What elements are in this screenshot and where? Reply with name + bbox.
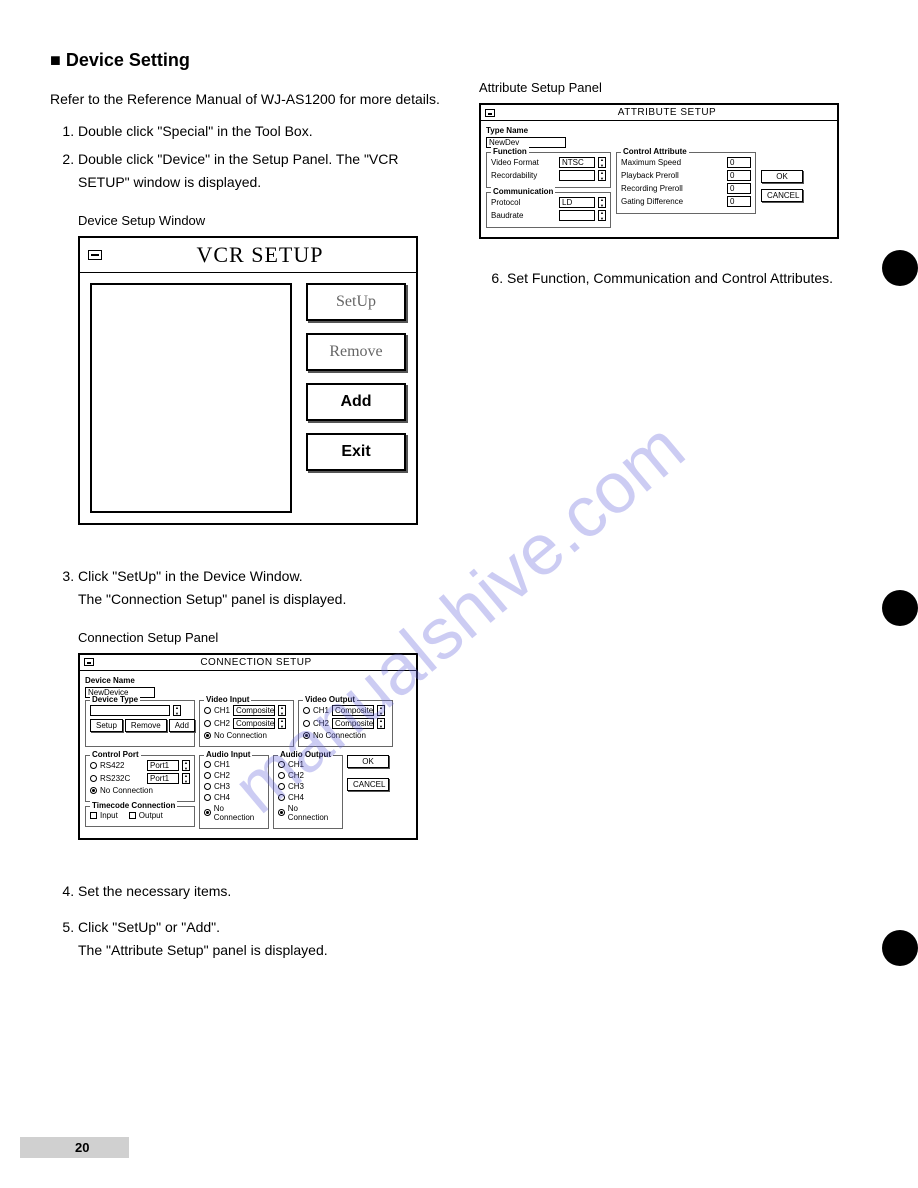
radio-icon[interactable] — [303, 707, 310, 714]
spinner-icon[interactable] — [377, 705, 385, 716]
steps-list-4: Set the necessary items. — [50, 880, 449, 902]
radio-icon[interactable] — [278, 783, 285, 790]
audio-input-group: Audio Input CH1 CH2 CH3 CH4 No Connectio… — [199, 755, 269, 829]
radio-icon[interactable] — [90, 762, 97, 769]
vcr-setup-window: VCR SETUP SetUp Remove Add Exit — [78, 236, 418, 525]
conn-panel-title: CONNECTION SETUP — [100, 657, 412, 668]
radio-icon[interactable] — [278, 794, 285, 801]
video-output-group: Video Output CH1Composite CH2Composite N… — [298, 700, 393, 747]
radio-icon[interactable] — [278, 809, 285, 816]
steps-list-5: Click "SetUp" or "Add". The "Attribute S… — [50, 916, 449, 961]
punch-hole-icon — [882, 930, 918, 966]
system-menu-icon[interactable] — [84, 658, 94, 666]
radio-icon[interactable] — [204, 761, 211, 768]
control-attribute-group: Control Attribute Maximum Speed0 Playbac… — [616, 152, 756, 214]
add-mini-button[interactable]: Add — [169, 719, 195, 732]
system-menu-icon[interactable] — [485, 109, 495, 117]
system-menu-icon[interactable] — [88, 250, 102, 260]
communication-group: Communication ProtocolLD Baudrate — [486, 192, 611, 228]
audio-output-group: Audio Output CH1 CH2 CH3 CH4 No Connecti… — [273, 755, 343, 829]
connection-setup-panel: CONNECTION SETUP Device Name NewDevice D… — [78, 653, 418, 840]
radio-icon[interactable] — [204, 720, 211, 727]
radio-icon[interactable] — [90, 775, 97, 782]
spinner-icon[interactable] — [173, 705, 181, 716]
step-4: Set the necessary items. — [78, 880, 449, 902]
punch-hole-icon — [882, 250, 918, 286]
intro-text: Refer to the Reference Manual of WJ-AS12… — [50, 89, 449, 110]
spinner-icon[interactable] — [598, 210, 606, 221]
page-number: 20 — [20, 1137, 129, 1158]
step-1: Double click "Special" in the Tool Box. — [78, 120, 449, 142]
checkbox-icon[interactable] — [90, 812, 97, 819]
radio-icon[interactable] — [204, 783, 211, 790]
radio-icon[interactable] — [278, 761, 285, 768]
exit-button[interactable]: Exit — [306, 433, 406, 471]
left-column: Device Setting Refer to the Reference Ma… — [50, 50, 449, 967]
type-name-label: Type Name — [486, 126, 528, 135]
radio-icon[interactable] — [204, 707, 211, 714]
cancel-button[interactable]: CANCEL — [347, 778, 389, 791]
right-column: Attribute Setup Panel ATTRIBUTE SETUP Ty… — [479, 50, 878, 967]
step-2: Double click "Device" in the Setup Panel… — [78, 148, 449, 193]
radio-icon[interactable] — [204, 794, 211, 801]
setup-mini-button[interactable]: Setup — [90, 719, 123, 732]
spinner-icon[interactable] — [182, 773, 190, 784]
radio-icon[interactable] — [204, 772, 211, 779]
remove-button[interactable]: Remove — [306, 333, 406, 371]
spinner-icon[interactable] — [278, 705, 286, 716]
device-type-field[interactable] — [90, 705, 170, 716]
steps-list-6: Set Function, Communication and Control … — [479, 267, 878, 289]
function-group: Function Video FormatNTSC Recordability — [486, 152, 611, 188]
attribute-setup-panel: ATTRIBUTE SETUP Type Name NewDev Functio… — [479, 103, 839, 239]
steps-list-3: Click "SetUp" in the Device Window. The … — [50, 565, 449, 610]
spinner-icon[interactable] — [377, 718, 385, 729]
spinner-icon[interactable] — [182, 760, 190, 771]
radio-icon[interactable] — [303, 720, 310, 727]
add-button[interactable]: Add — [306, 383, 406, 421]
spinner-icon[interactable] — [598, 197, 606, 208]
attr-caption: Attribute Setup Panel — [479, 80, 878, 95]
step-5: Click "SetUp" or "Add". The "Attribute S… — [78, 916, 449, 961]
spinner-icon[interactable] — [598, 157, 606, 168]
vcr-window-title: VCR SETUP — [112, 242, 408, 268]
attr-panel-title: ATTRIBUTE SETUP — [501, 107, 833, 118]
radio-icon[interactable] — [90, 787, 97, 794]
device-name-label: Device Name — [85, 676, 135, 685]
cancel-button[interactable]: CANCEL — [761, 189, 803, 202]
conn-caption: Connection Setup Panel — [78, 630, 449, 645]
section-heading: Device Setting — [50, 50, 449, 71]
punch-hole-icon — [882, 590, 918, 626]
radio-icon[interactable] — [204, 732, 211, 739]
ok-button[interactable]: OK — [761, 170, 803, 183]
radio-icon[interactable] — [204, 809, 211, 816]
radio-icon[interactable] — [303, 732, 310, 739]
spinner-icon[interactable] — [278, 718, 286, 729]
control-port-group: Control Port RS422Port1 RS232CPort1 No C… — [85, 755, 195, 802]
vcr-caption: Device Setup Window — [78, 213, 449, 228]
checkbox-icon[interactable] — [129, 812, 136, 819]
step-6: Set Function, Communication and Control … — [507, 267, 878, 289]
setup-button[interactable]: SetUp — [306, 283, 406, 321]
steps-list-1: Double click "Special" in the Tool Box. … — [50, 120, 449, 193]
radio-icon[interactable] — [278, 772, 285, 779]
video-input-group: Video Input CH1Composite CH2Composite No… — [199, 700, 294, 747]
remove-mini-button[interactable]: Remove — [125, 719, 167, 732]
device-listbox[interactable] — [90, 283, 292, 513]
timecode-group: Timecode Connection InputOutput — [85, 806, 195, 827]
spinner-icon[interactable] — [598, 170, 606, 181]
ok-button[interactable]: OK — [347, 755, 389, 768]
device-type-group: Device Type Setup Remove Add — [85, 700, 195, 747]
step-3: Click "SetUp" in the Device Window. The … — [78, 565, 449, 610]
